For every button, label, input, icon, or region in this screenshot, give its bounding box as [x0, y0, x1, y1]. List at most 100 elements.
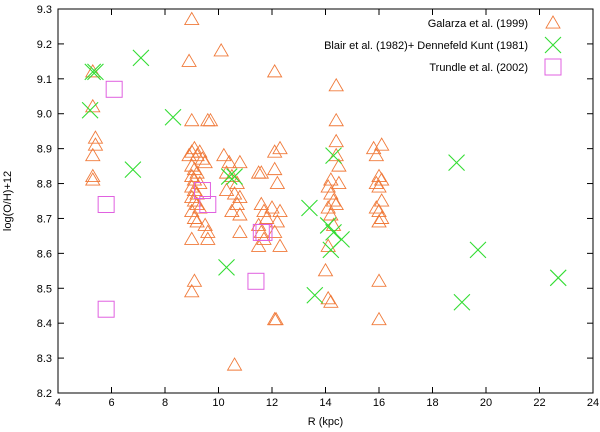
triangle-point	[191, 200, 208, 214]
triangle-point	[272, 140, 288, 155]
triangle-point	[200, 231, 216, 245]
x-tick-label: 18	[426, 397, 438, 409]
triangle-point	[373, 137, 390, 151]
triangle-point	[229, 196, 246, 210]
triangle-point	[320, 290, 336, 305]
triangle-point	[84, 168, 101, 183]
triangle-point	[181, 147, 197, 162]
y-tick-label: 8.5	[37, 283, 52, 295]
x-tick-label: 12	[266, 397, 278, 409]
y-tick-label: 8.8	[37, 179, 52, 191]
cross-point	[469, 241, 487, 259]
triangle-point	[373, 193, 390, 207]
x-tick-label: 8	[162, 397, 168, 409]
cross-point	[226, 168, 243, 185]
triangle-point	[268, 311, 284, 326]
y-tick-label: 8.4	[37, 318, 52, 330]
triangle-point	[216, 147, 232, 162]
y-tick-label: 9.2	[37, 39, 52, 51]
triangle-point	[269, 214, 286, 228]
triangle-point	[197, 154, 213, 169]
triangle-point	[368, 175, 385, 190]
triangle-point	[325, 193, 342, 207]
x-tick-label: 6	[108, 397, 114, 409]
triangle-point	[328, 112, 344, 127]
axes-layer: 4 6 8 10 12 14 16 18 20 22 24 8.2 8.3 8.4 8.5 8.6 8.7 8.8…	[37, 4, 599, 409]
triangle-point	[200, 112, 216, 127]
cross-point	[84, 63, 102, 81]
triangle-point	[183, 179, 200, 193]
triangle-point	[183, 231, 200, 245]
triangle-point	[250, 238, 267, 252]
triangle-point	[200, 224, 216, 238]
x-tick-label: 4	[55, 397, 61, 409]
legend-cross-swatch	[544, 36, 562, 54]
x-tick-label: 22	[533, 397, 545, 409]
triangle-point	[323, 207, 339, 221]
cross-point	[301, 199, 318, 217]
square-point	[199, 195, 217, 213]
legend-label: Galarza et al. (1999)	[428, 18, 528, 30]
y-tick-label: 9.0	[37, 109, 52, 121]
triangle-point	[331, 175, 347, 190]
cross-point	[218, 258, 235, 276]
triangle-point	[328, 196, 344, 210]
triangle-point	[183, 11, 200, 25]
triangle-point	[186, 193, 203, 207]
triangle-point	[317, 262, 334, 277]
cross-point	[87, 63, 104, 81]
triangle-point	[232, 154, 248, 169]
triangle-point	[331, 158, 347, 172]
triangle-point	[194, 151, 211, 165]
cross-point	[325, 147, 342, 165]
triangle-point	[221, 154, 237, 169]
triangle-point	[224, 203, 240, 217]
triangle-point	[323, 294, 339, 308]
triangle-point	[368, 200, 385, 214]
triangle-point	[368, 147, 385, 162]
triangle-point	[264, 200, 280, 214]
triangle-point	[272, 238, 288, 252]
triangle-point	[266, 224, 283, 238]
triangle-point	[371, 179, 387, 193]
triangle-point	[320, 238, 336, 252]
triangle-point	[371, 311, 387, 326]
triangle-point	[183, 168, 200, 183]
x-tick-label: 10	[212, 397, 224, 409]
triangle-point	[272, 203, 288, 217]
triangle-point	[189, 196, 205, 210]
square-point	[193, 182, 211, 200]
triangle-point	[328, 77, 344, 92]
triangle-point	[183, 283, 200, 298]
cross-point	[549, 269, 567, 287]
triangle-point	[250, 165, 267, 179]
cross-point	[81, 101, 99, 119]
x-tick-label: 16	[373, 397, 385, 409]
triangle-point	[87, 137, 104, 151]
triangle-point	[186, 210, 203, 224]
triangle-point	[183, 158, 200, 172]
y-tick-label: 8.9	[37, 144, 52, 156]
triangle-point	[266, 63, 283, 78]
cross-point	[220, 168, 238, 185]
x-axis-label: R (kpc)	[308, 416, 343, 428]
y-tick-label: 9.3	[37, 4, 52, 16]
triangle-point	[266, 161, 283, 176]
triangle-point	[226, 357, 243, 371]
y-tick-label: 8.3	[37, 353, 52, 365]
legend-label: Blair et al. (1982)+ Dennefeld Kunt (198…	[324, 40, 528, 52]
cross-point	[306, 286, 324, 304]
triangle-point	[84, 147, 101, 162]
cross-point	[319, 217, 337, 234]
legend-label: Trundle et al. (2002)	[429, 62, 528, 74]
x-tick-label: 20	[480, 397, 492, 409]
triangle-point	[189, 214, 205, 228]
triangle-point	[253, 165, 270, 179]
cross-point	[322, 241, 340, 259]
triangle-point	[183, 112, 200, 127]
data-marks-layer	[81, 11, 567, 371]
cross-point	[164, 108, 182, 126]
cross-point	[448, 154, 465, 171]
triangle-point	[269, 175, 286, 190]
